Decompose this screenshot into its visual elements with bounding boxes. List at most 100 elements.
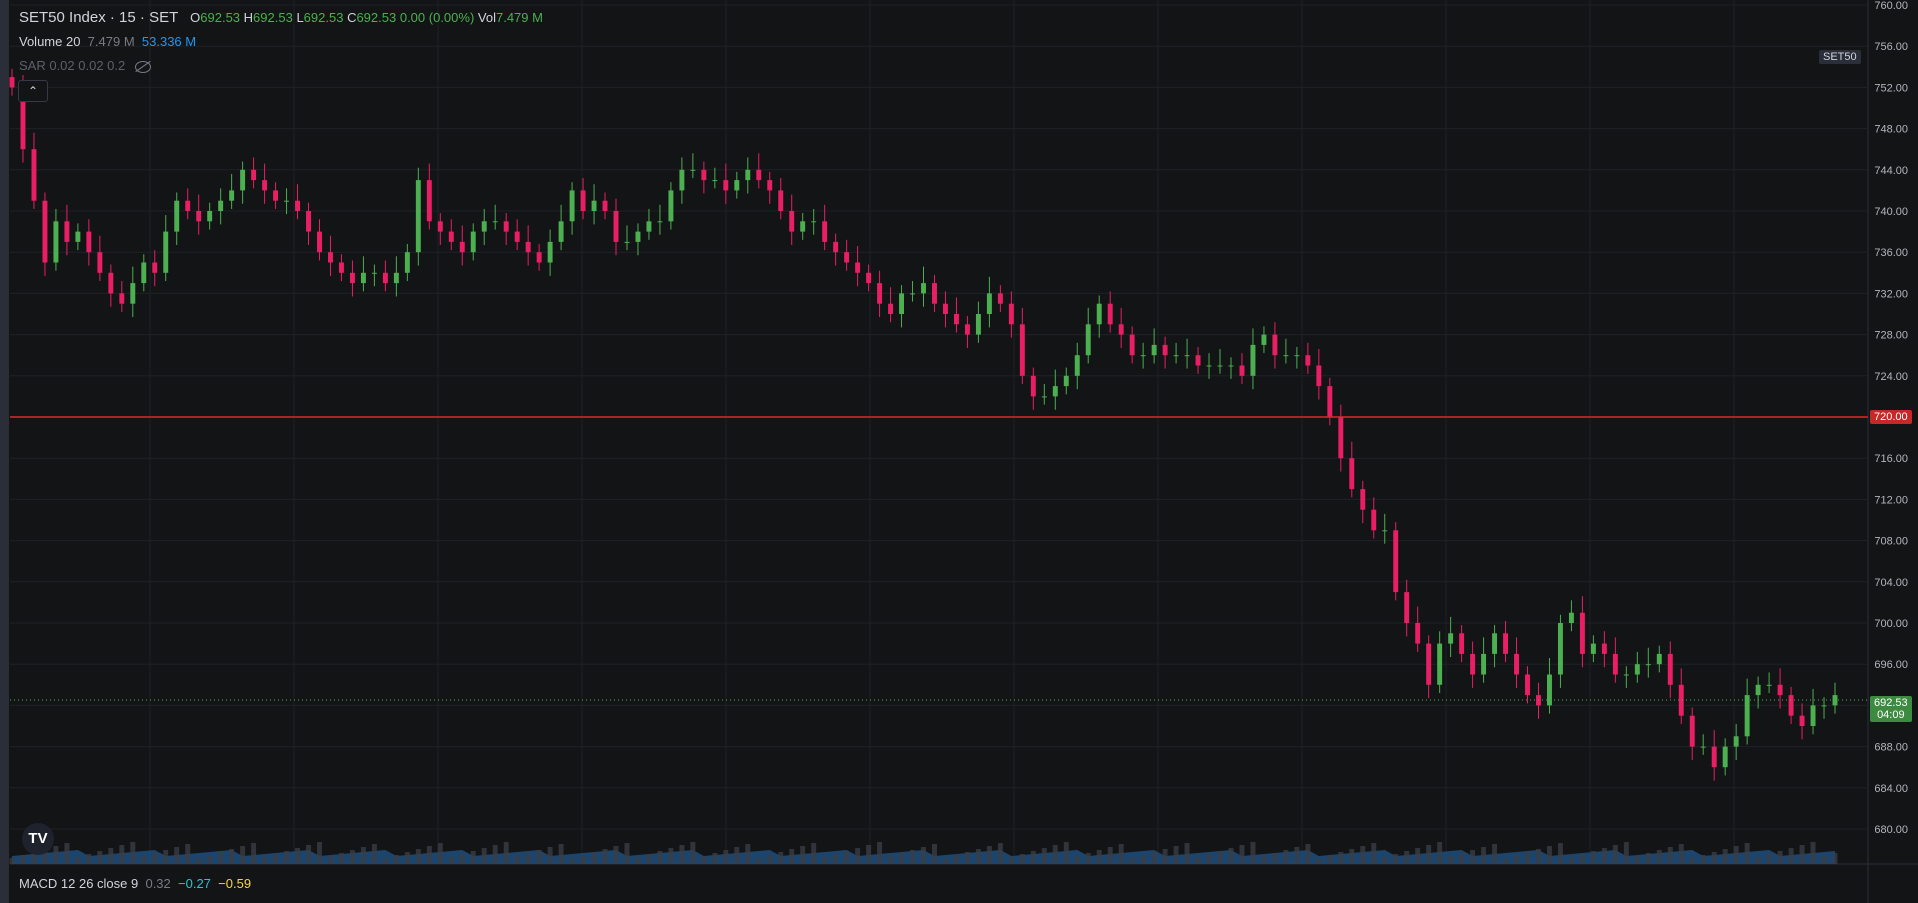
volume-bar	[668, 848, 674, 864]
symbol-legend[interactable]: SET50 Index · 15 · SET O692.53 H692.53 L…	[19, 9, 543, 26]
candle-body	[338, 262, 344, 273]
tradingview-logo[interactable]: TV	[22, 823, 54, 855]
volume-bar	[130, 842, 136, 864]
y-tick-label: 728.00	[1874, 330, 1908, 342]
hidden-eye-icon[interactable]	[134, 60, 151, 73]
candle-body	[1700, 746, 1706, 748]
candle-body	[734, 180, 740, 191]
volume-bar	[569, 858, 575, 864]
volume-bar	[1019, 854, 1025, 864]
volume-bar	[1283, 850, 1289, 864]
volume-bar	[1261, 856, 1267, 864]
y-tick-label: 684.00	[1874, 783, 1908, 795]
candle-body	[580, 190, 586, 211]
volume-bar	[932, 844, 937, 864]
candle-body	[558, 221, 564, 242]
volume-bar	[833, 854, 839, 864]
volume-bar	[624, 843, 630, 864]
volume-bar	[1151, 852, 1157, 864]
candle-body	[31, 149, 37, 201]
candle-body	[295, 200, 301, 211]
volume-bar	[1360, 846, 1366, 864]
candle-body	[1579, 612, 1585, 654]
volume-bar	[196, 858, 202, 864]
volume-bar	[9, 858, 15, 864]
volume-bar	[1349, 849, 1355, 864]
candle-body	[328, 252, 333, 263]
volume-bar	[1173, 846, 1179, 864]
candle-body	[1612, 653, 1618, 675]
candle-body	[1415, 623, 1421, 644]
candle-body	[679, 169, 685, 191]
macd-legend[interactable]: MACD 12 26 close 9 0.32 −0.27 −0.59	[19, 876, 252, 891]
candle-body	[1294, 355, 1300, 357]
candle-body	[1019, 324, 1025, 376]
candle-body	[1316, 365, 1322, 387]
volume-legend[interactable]: Volume 20 7.479 M 53.336 M	[19, 34, 197, 49]
candle-body	[888, 303, 894, 314]
candle-body	[1261, 334, 1267, 345]
candle-body	[745, 169, 751, 181]
candle-body	[163, 231, 169, 273]
candle-body	[833, 241, 839, 253]
candle-body	[778, 190, 784, 211]
candle-body	[855, 262, 861, 273]
candle-body	[108, 272, 114, 294]
volume-bar	[942, 858, 948, 864]
candle-body	[1459, 633, 1465, 654]
volume-bar	[899, 853, 905, 864]
volume-bar	[1722, 849, 1728, 864]
sar-legend[interactable]: SAR 0.02 0.02 0.2	[19, 58, 151, 73]
volume-bar	[240, 846, 246, 864]
candle-body	[75, 231, 81, 242]
volume-bar	[393, 855, 399, 864]
candle-body	[1404, 592, 1410, 623]
volume-bar	[712, 853, 718, 864]
candle-body	[1481, 653, 1487, 675]
candle-body	[1503, 633, 1509, 654]
volume-bar	[1338, 852, 1344, 864]
candle-body	[1645, 664, 1651, 666]
volume-bar	[1129, 858, 1135, 864]
volume-bar	[1667, 847, 1673, 864]
volume-bar	[1459, 853, 1465, 864]
volume-bar	[723, 850, 729, 864]
candle-body	[964, 324, 970, 335]
volume-bar	[1568, 857, 1574, 864]
candle-body	[1667, 653, 1673, 685]
volume-bar	[295, 848, 301, 864]
volume-bar	[1206, 854, 1212, 864]
volume-bar	[218, 852, 224, 864]
volume-bar	[811, 843, 817, 864]
candle-body	[767, 180, 773, 191]
y-tick-label: 708.00	[1874, 536, 1908, 548]
volume-bar	[1305, 844, 1311, 864]
volume-bar	[1481, 847, 1487, 864]
candle-body	[1448, 633, 1454, 644]
candle-body	[437, 221, 443, 232]
volume-bar	[1799, 845, 1805, 864]
volume-bar	[580, 855, 586, 864]
volume-bar	[415, 849, 421, 864]
volume-bar	[734, 847, 740, 864]
candle-body	[1008, 303, 1014, 325]
candle-body	[1195, 355, 1201, 366]
candle-body	[547, 241, 553, 263]
collapse-legend-button[interactable]: ⌃	[18, 80, 48, 102]
candle-body	[723, 180, 729, 191]
volume-bar	[1634, 856, 1640, 864]
volume-bar	[141, 856, 147, 864]
candle-body	[273, 190, 279, 201]
volume-bar	[975, 849, 981, 864]
volume-bar	[1107, 847, 1113, 864]
y-tick-label: 700.00	[1874, 618, 1908, 630]
candle-body	[569, 190, 575, 222]
candle-body	[1217, 365, 1223, 367]
candle-body	[1228, 365, 1234, 367]
volume-bar	[1711, 852, 1717, 864]
candle-body	[1283, 355, 1289, 357]
candle-body	[1426, 643, 1432, 685]
volume-bar	[1239, 845, 1245, 864]
volume-bar	[229, 849, 235, 864]
